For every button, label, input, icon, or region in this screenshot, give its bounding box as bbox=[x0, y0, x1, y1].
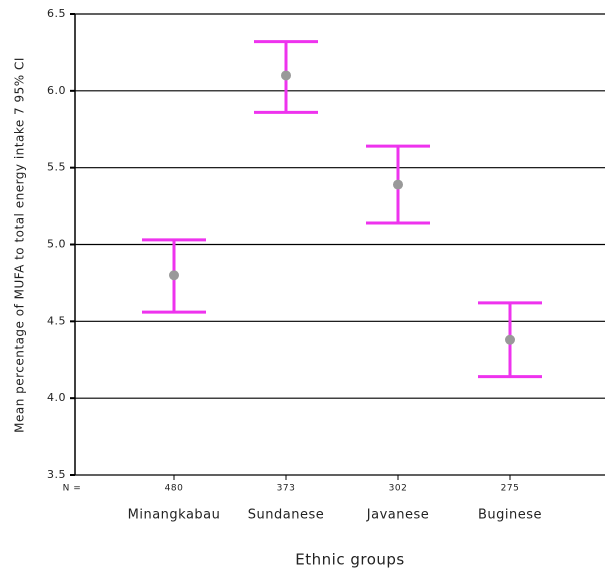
x-tick-label: Javanese bbox=[366, 508, 429, 523]
x-tick-label: Sundanese bbox=[248, 508, 324, 523]
n-value: 373 bbox=[277, 484, 296, 494]
n-label: N = bbox=[63, 484, 82, 494]
y-tick-label: 4.5 bbox=[47, 314, 66, 327]
mean-point bbox=[169, 270, 179, 280]
n-value: 302 bbox=[389, 484, 408, 494]
mean-point bbox=[505, 335, 515, 345]
x-tick-label: Buginese bbox=[478, 508, 542, 523]
y-tick-label: 3.5 bbox=[47, 468, 66, 481]
y-tick-label: 6.0 bbox=[47, 84, 66, 97]
x-axis-title: Ethnic groups bbox=[295, 551, 404, 569]
mean-point bbox=[281, 70, 291, 80]
y-tick-label: 6.5 bbox=[47, 7, 66, 20]
n-value: 480 bbox=[165, 484, 184, 494]
y-tick-label: 4.0 bbox=[47, 391, 66, 404]
y-tick-label: 5.5 bbox=[47, 161, 66, 174]
y-axis-title: Mean percentage of MUFA to total energy … bbox=[13, 57, 27, 433]
y-tick-label: 5.0 bbox=[47, 238, 66, 251]
mean-point bbox=[393, 180, 403, 190]
n-value: 275 bbox=[501, 484, 520, 494]
x-tick-label: Minangkabau bbox=[128, 508, 221, 523]
chart: Ethnic groups Mean percentage of MUFA to… bbox=[0, 0, 605, 571]
